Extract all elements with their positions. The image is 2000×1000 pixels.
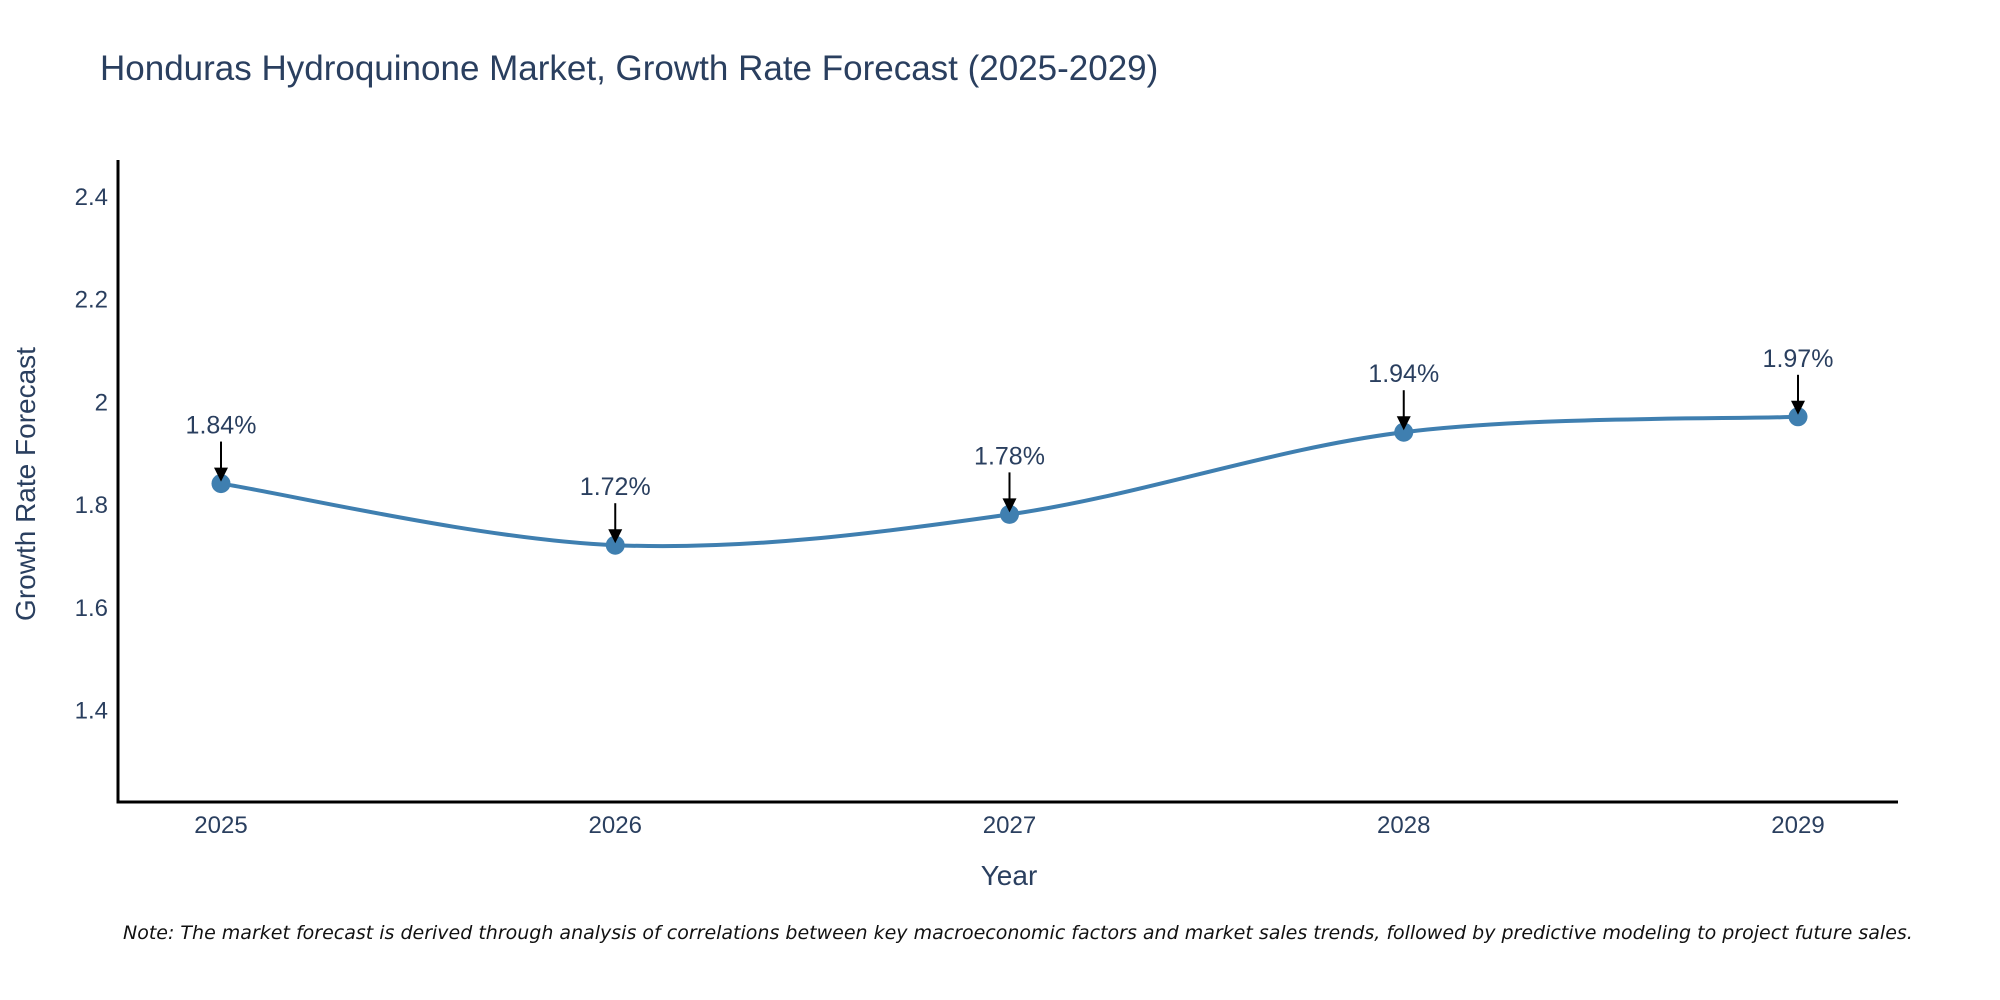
data-point: [1788, 407, 1808, 427]
data-point: [1394, 422, 1414, 442]
annotation-arrow-head: [214, 467, 228, 482]
data-annotation: 1.72%: [580, 473, 651, 544]
y-axis-ticks: 1.4 1.6 1.8 2 2.2 2.4: [75, 184, 108, 725]
data-point: [211, 474, 231, 494]
annotation-arrow-head: [608, 529, 623, 544]
y-tick-label: 1.6: [75, 595, 108, 622]
annotation-arrow-head: [1791, 400, 1805, 415]
y-tick-label: 2: [95, 389, 108, 416]
data-point: [1000, 504, 1019, 524]
x-axis-ticks: 2025 2026 2027 2028 2029: [194, 812, 1824, 839]
x-tick-label: 2028: [1377, 812, 1430, 839]
annotation-layer: 1.84% 1.72% 1.78% 1.94% 1.97%: [186, 345, 1834, 544]
y-tick-label: 2.2: [75, 287, 108, 314]
y-tick-label: 1.8: [75, 492, 108, 519]
data-label: 1.94%: [1368, 360, 1439, 388]
data-annotation: 1.97%: [1763, 345, 1834, 415]
data-annotation: 1.84%: [186, 412, 257, 482]
y-axis-title: Growth Rate Forecast: [10, 347, 41, 621]
data-label: 1.97%: [1763, 345, 1834, 373]
data-label: 1.78%: [974, 442, 1045, 470]
data-annotation: 1.94%: [1368, 360, 1439, 431]
footnote: Note: The market forecast is derived thr…: [123, 922, 1913, 944]
data-annotation: 1.78%: [974, 442, 1045, 513]
x-axis-title: Year: [981, 860, 1038, 891]
x-tick-label: 2027: [983, 812, 1036, 839]
y-tick-label: 1.4: [75, 698, 108, 725]
annotation-arrow-head: [1002, 498, 1017, 513]
annotation-arrow-head: [1396, 416, 1411, 431]
y-tick-label: 2.4: [75, 184, 108, 211]
x-tick-label: 2026: [589, 812, 642, 839]
chart-title: Honduras Hydroquinone Market, Growth Rat…: [100, 49, 1158, 88]
data-label: 1.84%: [186, 412, 257, 440]
data-point: [605, 535, 625, 555]
x-tick-label: 2025: [194, 812, 247, 839]
x-tick-label: 2029: [1771, 812, 1824, 839]
marker-layer: [211, 407, 1808, 555]
data-label: 1.72%: [580, 473, 651, 501]
